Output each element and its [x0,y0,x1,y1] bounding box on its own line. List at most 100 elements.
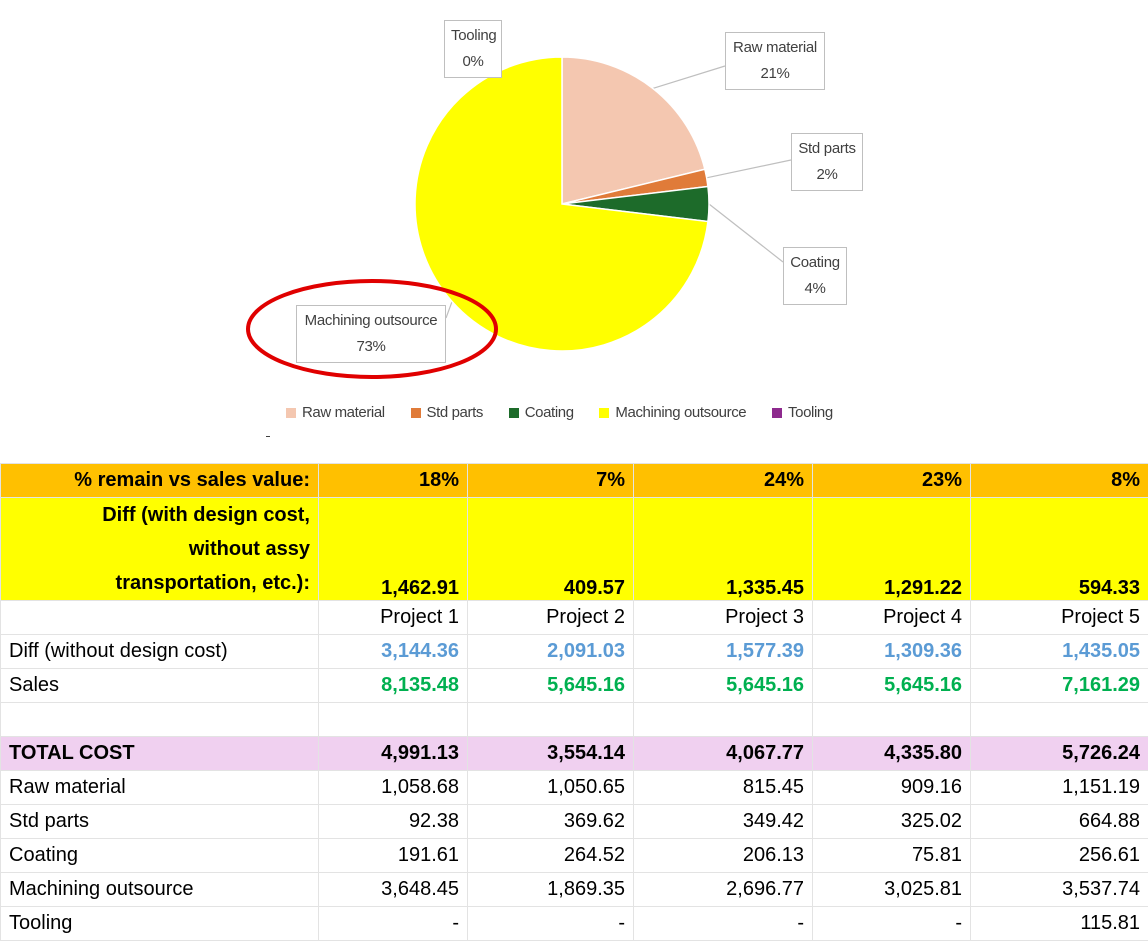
diff-without-design-cell: 1,309.36 [812,634,971,669]
sales-cell: 5,645.16 [812,668,971,703]
cost-cell: 75.81 [812,838,971,873]
pie-slice-machining-outsource [414,56,709,352]
legend-item-coating: Coating [508,404,574,421]
cost-cell: 325.02 [812,804,971,839]
leader-line-std-parts [706,159,792,179]
leader-line-raw-material [652,65,726,89]
label-tooling: Tooling 0% [444,20,502,78]
label-machining-outsource: Machining outsource 73% [296,305,446,363]
empty-cell [318,702,468,737]
empty-cell [812,702,971,737]
cost-row-std-parts: Std parts 92.38 369.62 349.42 325.02 664… [0,804,1148,839]
legend-item-std-parts: Std parts [410,404,483,421]
cost-cell: 256.61 [970,838,1148,873]
divider-mark [266,436,270,437]
project-header: Project 4 [812,600,971,635]
cost-cell: 1,151.19 [970,770,1148,805]
cost-row-tooling: Tooling - - - - 115.81 [0,906,1148,941]
diff-with-design-cell: 1,291.22 [812,497,971,601]
cost-label: Machining outsource [0,872,319,907]
cost-cell: 349.42 [633,804,813,839]
cost-row-machining-outsource: Machining outsource 3,648.45 1,869.35 2,… [0,872,1148,907]
total-cost-cell: 4,067.77 [633,736,813,771]
diff-with-design-cell: 594.33 [970,497,1148,601]
pct-remain-cell: 23% [812,463,971,498]
diff-without-design-cell: 2,091.03 [467,634,634,669]
pct-remain-cell: 18% [318,463,468,498]
pie-slice-raw-material [561,56,706,205]
total-cost-cell: 3,554.14 [467,736,634,771]
pie-chart-area: Tooling 0% Raw material 21% Std parts 2% Co… [0,0,1148,455]
sales-cell: 5,645.16 [633,668,813,703]
leader-line-coating [708,203,784,263]
label-raw-material: Raw material 21% [725,32,825,90]
cost-label: Coating [0,838,319,873]
diff-with-design-cell: 1,335.45 [633,497,813,601]
cost-cell: 3,025.81 [812,872,971,907]
cost-cell: 3,648.45 [318,872,468,907]
cost-label: Std parts [0,804,319,839]
project-header-row: Project 1 Project 2 Project 3 Project 4 … [0,600,1148,635]
cost-cell: 1,058.68 [318,770,468,805]
pct-remain-cell: 8% [970,463,1148,498]
cost-cell: 2,696.77 [633,872,813,907]
diff-without-design-row: Diff (without design cost) 3,144.36 2,09… [0,634,1148,669]
empty-cell [0,600,319,635]
diff-without-design-label: Diff (without design cost) [0,634,319,669]
project-header: Project 3 [633,600,813,635]
cost-table: % remain vs sales value: 18% 7% 24% 23% … [0,463,1148,941]
chart-legend: Raw material Std parts Coating Machining… [286,404,855,421]
legend-item-raw-material: Raw material [286,404,385,421]
sales-row: Sales 8,135.48 5,645.16 5,645.16 5,645.1… [0,668,1148,703]
project-header: Project 5 [970,600,1148,635]
project-header: Project 1 [318,600,468,635]
total-cost-cell: 4,335.80 [812,736,971,771]
sales-label: Sales [0,668,319,703]
cost-cell: 3,537.74 [970,872,1148,907]
diff-with-design-row: Diff (with design cost, without assy tra… [0,497,1148,601]
cost-cell: 909.16 [812,770,971,805]
legend-item-machining-outsource: Machining outsource [599,404,747,421]
diff-without-design-cell: 1,577.39 [633,634,813,669]
pct-remain-label: % remain vs sales value: [0,463,319,498]
pie-chart [246,56,792,379]
diff-with-design-label: Diff (with design cost, without assy tra… [0,497,319,601]
total-cost-cell: 5,726.24 [970,736,1148,771]
sales-cell: 5,645.16 [467,668,634,703]
pie-slices [414,56,710,352]
empty-cell [633,702,813,737]
cost-cell: - [812,906,971,941]
cost-cell: - [318,906,468,941]
total-cost-label: TOTAL COST [0,736,319,771]
cost-label: Raw material [0,770,319,805]
empty-cell [467,702,634,737]
cost-cell: 369.62 [467,804,634,839]
cost-cell: 115.81 [970,906,1148,941]
cost-label: Tooling [0,906,319,941]
cost-cell: 1,050.65 [467,770,634,805]
empty-cell [970,702,1148,737]
project-header: Project 2 [467,600,634,635]
cost-cell: 206.13 [633,838,813,873]
diff-without-design-cell: 1,435.05 [970,634,1148,669]
cost-cell: 191.61 [318,838,468,873]
sales-cell: 7,161.29 [970,668,1148,703]
label-std-parts: Std parts 2% [791,133,863,191]
cost-cell: 664.88 [970,804,1148,839]
diff-with-design-cell: 1,462.91 [318,497,468,601]
cost-cell: 264.52 [467,838,634,873]
pct-remain-row: % remain vs sales value: 18% 7% 24% 23% … [0,463,1148,498]
highlight-circle [246,279,498,379]
pct-remain-cell: 24% [633,463,813,498]
legend-item-tooling: Tooling [772,404,833,421]
leader-line-machining-outsource [445,301,453,319]
total-cost-row: TOTAL COST 4,991.13 3,554.14 4,067.77 4,… [0,736,1148,771]
cost-cell: 1,869.35 [467,872,634,907]
cost-cell: 815.45 [633,770,813,805]
cost-row-raw-material: Raw material 1,058.68 1,050.65 815.45 90… [0,770,1148,805]
total-cost-cell: 4,991.13 [318,736,468,771]
label-coating: Coating 4% [783,247,847,305]
cost-cell: 92.38 [318,804,468,839]
diff-without-design-cell: 3,144.36 [318,634,468,669]
cost-cell: - [467,906,634,941]
